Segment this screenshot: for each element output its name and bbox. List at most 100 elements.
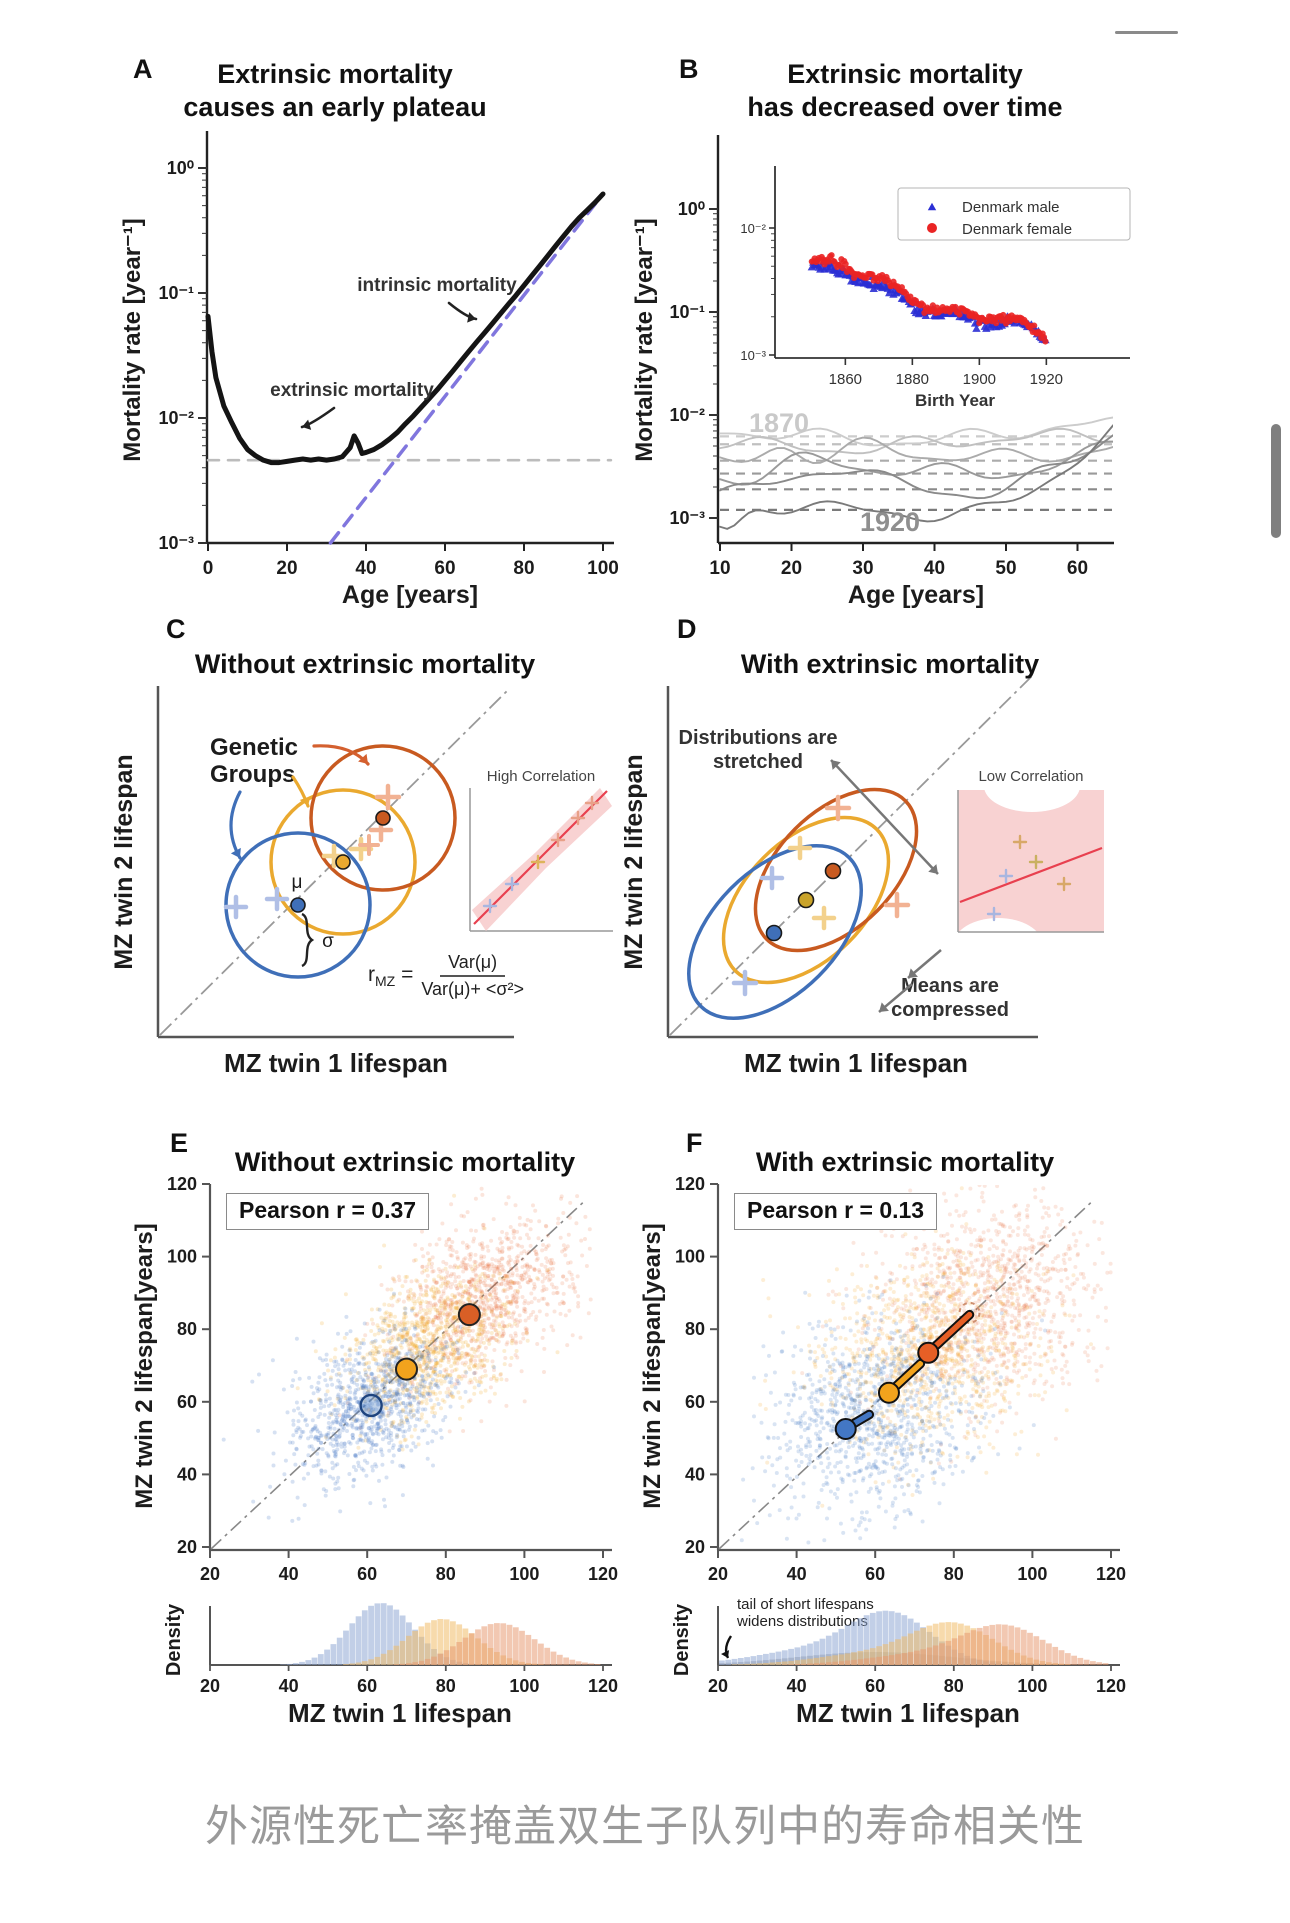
- svg-text:60: 60: [177, 1392, 197, 1412]
- svg-text:10⁻²: 10⁻²: [740, 221, 766, 236]
- svg-text:MZ twin 1 lifespan: MZ twin 1 lifespan: [224, 1048, 448, 1078]
- panel-b-label: B: [679, 54, 699, 84]
- svg-text:120: 120: [675, 1174, 705, 1194]
- svg-text:40: 40: [685, 1464, 705, 1484]
- svg-text:60: 60: [865, 1564, 885, 1584]
- svg-text:100: 100: [509, 1676, 539, 1696]
- svg-text:Age [years]: Age [years]: [342, 581, 478, 609]
- svg-text:Density: Density: [163, 1603, 185, 1676]
- svg-text:10⁰: 10⁰: [678, 199, 705, 219]
- svg-text:1880: 1880: [896, 371, 929, 388]
- svg-text:80: 80: [944, 1564, 964, 1584]
- svg-text:20: 20: [276, 558, 297, 579]
- svg-text:80: 80: [177, 1319, 197, 1339]
- panel-b-title: Extrinsic mortality has decreased over t…: [747, 59, 1063, 122]
- formula-numerator: Var(μ): [440, 952, 506, 977]
- svg-text:Distributions are: Distributions are: [679, 727, 838, 749]
- svg-text:10⁰: 10⁰: [167, 158, 194, 178]
- svg-text:σ: σ: [322, 931, 334, 952]
- svg-text:Means are: Means are: [901, 975, 999, 997]
- svg-text:80: 80: [685, 1319, 705, 1339]
- panel-a-title: Extrinsic mortality causes an early plat…: [183, 59, 487, 122]
- svg-text:20: 20: [781, 558, 802, 579]
- pearson-r-box-f: Pearson r = 0.13: [734, 1193, 938, 1230]
- svg-text:1920: 1920: [1030, 371, 1063, 388]
- svg-text:1920: 1920: [860, 507, 920, 537]
- svg-text:60: 60: [1067, 558, 1088, 579]
- panel-d-label: D: [677, 614, 697, 644]
- formula-denominator: Var(μ)+ <σ²>: [421, 979, 525, 999]
- svg-text:Mortality rate [year⁻¹]: Mortality rate [year⁻¹]: [119, 218, 146, 461]
- svg-text:80: 80: [513, 558, 534, 579]
- panel-c-title: Without extrinsic mortality: [194, 649, 536, 679]
- svg-text:Birth Year: Birth Year: [915, 391, 995, 410]
- svg-text:120: 120: [588, 1676, 618, 1696]
- panel-e-label: E: [170, 1128, 189, 1158]
- svg-text:High Correlation: High Correlation: [487, 768, 595, 785]
- svg-text:μ: μ: [292, 872, 303, 893]
- svg-text:MZ twin 2 lifespan: MZ twin 2 lifespan: [110, 754, 138, 969]
- svg-text:100: 100: [587, 558, 619, 579]
- formula-fraction: Var(μ) Var(μ)+ <σ²>: [421, 952, 524, 1000]
- svg-text:120: 120: [1096, 1564, 1126, 1584]
- panel-a-label: A: [133, 54, 153, 84]
- svg-text:10⁻²: 10⁻²: [669, 405, 705, 425]
- svg-text:10⁻²: 10⁻²: [158, 408, 194, 428]
- svg-text:stretched: stretched: [713, 751, 803, 773]
- svg-text:MZ twin 2 lifespan[years]: MZ twin 2 lifespan[years]: [639, 1223, 666, 1508]
- svg-text:MZ twin 2 lifespan[years]: MZ twin 2 lifespan[years]: [131, 1223, 158, 1508]
- panel-d-title: With extrinsic mortality: [740, 649, 1040, 679]
- svg-text:40: 40: [279, 1676, 299, 1696]
- svg-text:0: 0: [203, 558, 214, 579]
- svg-text:1870: 1870: [749, 408, 809, 438]
- svg-text:30: 30: [852, 558, 873, 579]
- svg-text:10⁻³: 10⁻³: [158, 533, 194, 553]
- svg-text:Genetic: Genetic: [210, 734, 298, 761]
- svg-text:compressed: compressed: [891, 999, 1009, 1021]
- svg-text:80: 80: [436, 1676, 456, 1696]
- svg-text:120: 120: [588, 1564, 618, 1584]
- svg-text:40: 40: [924, 558, 945, 579]
- svg-text:40: 40: [177, 1464, 197, 1484]
- svg-text:40: 40: [279, 1564, 299, 1584]
- svg-text:extrinsic mortality: extrinsic mortality: [270, 380, 434, 401]
- panel-f-title: With extrinsic mortality: [755, 1147, 1055, 1177]
- svg-text:100: 100: [1017, 1564, 1047, 1584]
- svg-text:100: 100: [167, 1247, 197, 1267]
- svg-text:100: 100: [675, 1247, 705, 1267]
- svg-text:10⁻³: 10⁻³: [669, 508, 705, 528]
- svg-text:Mortality rate [year⁻¹]: Mortality rate [year⁻¹]: [631, 218, 658, 461]
- svg-text:MZ twin 2 lifespan: MZ twin 2 lifespan: [620, 754, 648, 969]
- svg-text:60: 60: [357, 1564, 377, 1584]
- panel-e-title: Without extrinsic mortality: [234, 1147, 576, 1177]
- svg-text:60: 60: [685, 1392, 705, 1412]
- svg-text:10⁻¹: 10⁻¹: [669, 302, 705, 322]
- formula-lhs: rMZ =: [368, 962, 414, 990]
- svg-text:10⁻¹: 10⁻¹: [158, 283, 194, 303]
- svg-text:80: 80: [436, 1564, 456, 1584]
- pearson-r-box-e: Pearson r = 0.37: [226, 1193, 430, 1230]
- svg-text:Groups: Groups: [210, 761, 295, 788]
- svg-text:Age [years]: Age [years]: [848, 581, 984, 609]
- rmz-formula: rMZ = Var(μ) Var(μ)+ <σ²>: [368, 952, 524, 1000]
- svg-text:Denmark female: Denmark female: [962, 221, 1072, 238]
- svg-text:40: 40: [355, 558, 376, 579]
- svg-text:60: 60: [357, 1676, 377, 1696]
- figure-caption: 外源性死亡率掩盖双生子队列中的寿命相关性: [205, 1803, 1085, 1851]
- svg-text:20: 20: [200, 1564, 220, 1584]
- svg-text:20: 20: [685, 1537, 705, 1557]
- svg-text:1860: 1860: [829, 371, 862, 388]
- svg-text:100: 100: [509, 1564, 539, 1584]
- svg-text:20: 20: [708, 1564, 728, 1584]
- svg-text:20: 20: [177, 1537, 197, 1557]
- scrollbar-thumb[interactable]: [1271, 424, 1281, 538]
- viewer-divider-line: [1115, 31, 1178, 34]
- svg-text:intrinsic mortality: intrinsic mortality: [357, 275, 517, 296]
- svg-text:Denmark male: Denmark male: [962, 199, 1060, 216]
- svg-text:1900: 1900: [963, 371, 996, 388]
- svg-text:120: 120: [167, 1174, 197, 1194]
- svg-text:10⁻³: 10⁻³: [740, 348, 766, 363]
- svg-text:20: 20: [200, 1676, 220, 1696]
